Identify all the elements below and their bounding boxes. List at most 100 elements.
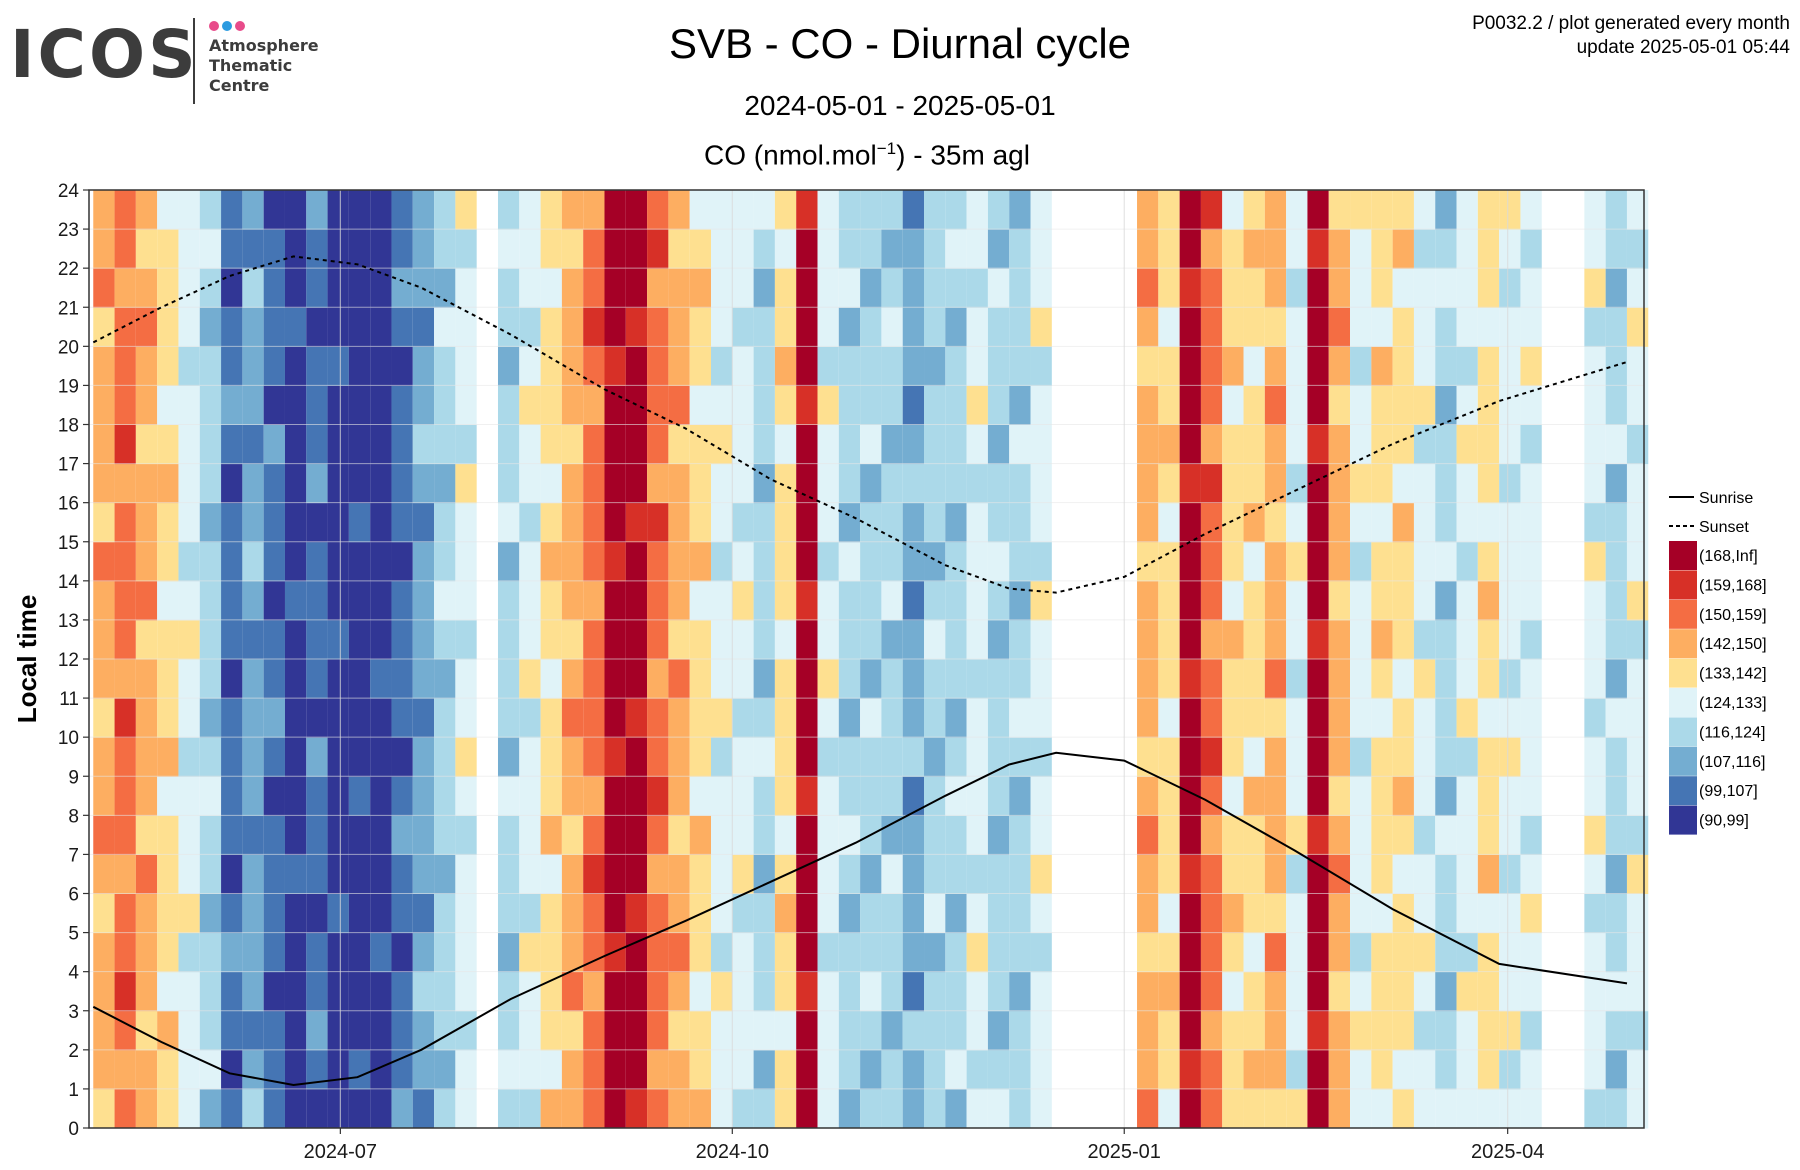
heatmap-cell [966,1088,988,1129]
heatmap-cell [135,737,158,777]
heatmap-cell [625,1088,648,1129]
heatmap-cell [1435,619,1457,660]
heatmap-cell [1286,776,1308,816]
x-tick-label: 2025-01 [1088,1141,1161,1163]
heatmap-cell [945,698,967,738]
heatmap-cell [1392,190,1414,230]
heatmap-cell [902,893,925,934]
heatmap-cell [242,580,264,621]
heatmap-cell [689,932,711,973]
heatmap-cell [455,619,477,660]
heatmap-cell [604,541,626,582]
heatmap-cell [881,698,903,738]
heatmap-cell [796,463,818,504]
heatmap-cell [1286,541,1308,582]
heatmap-cell [1435,307,1457,347]
heatmap-cell [1371,346,1393,386]
heatmap-cell [1009,1010,1031,1051]
heatmap-cell [1222,580,1244,621]
heatmap-cell [945,1088,967,1129]
heatmap-cell [412,698,435,738]
heatmap-cell [732,1010,754,1051]
heatmap-cell [1222,893,1244,934]
heatmap-cell [434,815,456,855]
heatmap-cell [647,1088,669,1129]
heatmap-cell [1605,424,1627,465]
heatmap-cell [1392,502,1414,543]
heatmap-cell [1456,737,1478,777]
heatmap-cell [1626,1010,1649,1051]
heatmap-cell [1413,580,1436,621]
heatmap-cell [1243,815,1265,855]
heatmap-cell [711,346,733,386]
heatmap-cell [860,737,882,777]
heatmap-cell [199,541,222,582]
heatmap-cell [860,893,882,934]
heatmap-cell [178,190,200,230]
heatmap-cell [157,346,179,386]
heatmap-cell [1222,619,1244,660]
heatmap-cell [93,1010,115,1051]
heatmap-cell [1179,698,1201,738]
heatmap-cell [1499,971,1521,1012]
heatmap-cell [412,385,435,425]
icos-logo: ICOS Atmosphere Thematic Centre [10,14,330,106]
heatmap-cell [561,1049,584,1090]
heatmap-cell [1222,346,1244,386]
heatmap-cell [178,737,200,777]
heatmap-cell [157,1088,179,1129]
heatmap-cell [412,463,435,504]
heatmap-cell [902,854,925,894]
sunrise-line [92,751,1628,1087]
heatmap-cell [924,815,946,855]
plot-date-range: 2024-05-01 - 2025-05-01 [744,90,1056,121]
heatmap-cell [1137,580,1159,621]
heatmap-cell [348,1010,371,1051]
heatmap-cell [625,815,648,855]
heatmap-cell [1137,346,1159,386]
heatmap-cell [625,971,648,1012]
heatmap-cell [1413,541,1436,582]
heatmap-cell [306,463,328,504]
heatmap-cell [455,698,477,738]
legend-color-swatch [1669,570,1697,600]
heatmap-cell [157,190,179,230]
heatmap-cell [1243,1088,1265,1129]
heatmap-cell [1158,424,1180,465]
heatmap-cell [1328,580,1351,621]
heatmap-cell [1626,971,1649,1012]
heatmap-cell [860,541,882,582]
heatmap-cell [434,854,456,894]
heatmap-cell [583,190,605,230]
heatmap-cell [114,971,136,1012]
heatmap-cell [796,971,818,1012]
heatmap-cell [1222,541,1244,582]
heatmap-cell [1328,932,1351,973]
heatmap-cell [1286,580,1308,621]
heatmap-cell [668,346,690,386]
heatmap-cell [1200,385,1223,425]
heatmap-cell [561,268,584,308]
heatmap-cell [1137,619,1159,660]
heatmap-cell [817,268,839,308]
heatmap-cell [1584,385,1606,425]
heatmap-cell [263,229,285,269]
heatmap-cell [945,424,967,465]
heatmap-cell [583,698,605,738]
heatmap-cell [902,385,925,425]
heatmap-cell [732,893,754,934]
heatmap-cell [945,815,967,855]
heatmap-cell [1350,229,1372,269]
heatmap-cell [412,424,435,465]
heatmap-cell [135,815,158,855]
heatmap-cell [774,385,797,425]
heatmap-cell [540,268,562,308]
heatmap-cell [1392,580,1414,621]
heatmap-cell [1030,1010,1052,1051]
heatmap-cell [987,229,1010,269]
heatmap-cell [1499,541,1521,582]
heatmap-cell [1307,346,1329,386]
heatmap-cell [1350,737,1372,777]
heatmap-cell [434,776,456,816]
heatmap-cell [711,307,733,347]
